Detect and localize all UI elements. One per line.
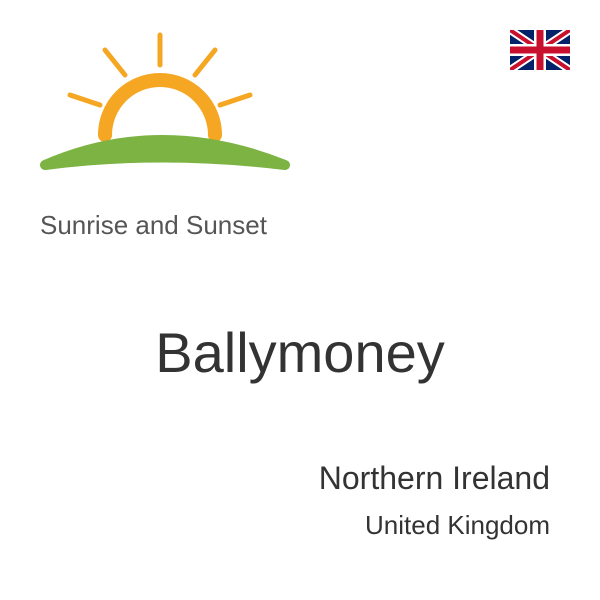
sun-arc-icon xyxy=(105,80,215,135)
uk-flag-icon xyxy=(510,30,570,70)
hill-icon xyxy=(45,140,285,165)
tagline-text: Sunrise and Sunset xyxy=(40,210,267,241)
sunrise-logo xyxy=(30,20,310,200)
sun-rays-icon xyxy=(70,35,250,105)
region-name: Northern Ireland xyxy=(319,460,550,497)
city-name: Ballymoney xyxy=(0,320,600,385)
country-name: United Kingdom xyxy=(365,510,550,541)
